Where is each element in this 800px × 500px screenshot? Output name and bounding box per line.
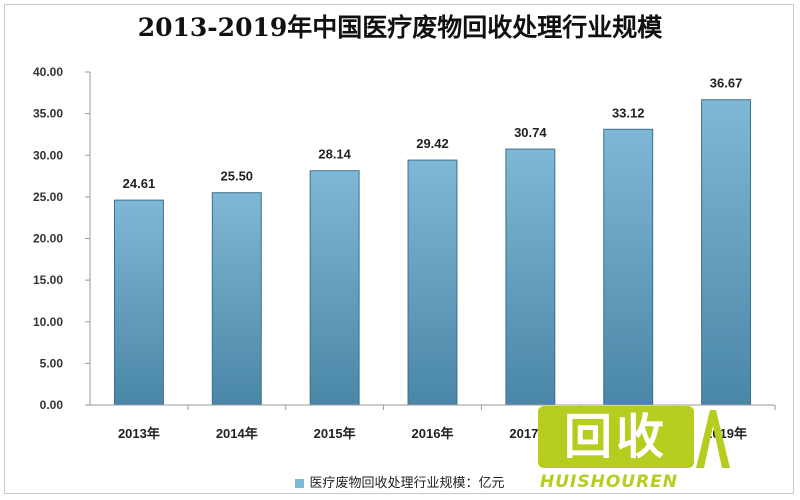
y-tick-label: 5.00 xyxy=(40,356,64,370)
data-label: 36.67 xyxy=(710,76,743,91)
y-tick-label: 40.00 xyxy=(33,65,63,79)
x-tick-label: 2016年 xyxy=(412,426,454,441)
bar xyxy=(701,99,752,406)
y-tick-label: 0.00 xyxy=(40,398,64,412)
bar xyxy=(505,148,556,406)
data-label: 30.74 xyxy=(514,125,547,140)
y-tick-label: 15.00 xyxy=(33,273,63,287)
y-tick-label: 20.00 xyxy=(33,232,63,246)
legend: 医疗废物回收处理行业规模：亿元 xyxy=(0,472,800,491)
y-axis: 0.00 5.00 10.00 15.00 20.00 25.00 30.00 35.00 40… xyxy=(33,65,91,412)
bar xyxy=(113,199,164,406)
data-label: 29.42 xyxy=(416,136,449,151)
data-label: 25.50 xyxy=(221,169,254,184)
watermark-main-text: 回收 xyxy=(563,409,668,465)
data-label: 33.12 xyxy=(612,105,645,120)
watermark-sub-text: HUISHOUREN xyxy=(540,472,679,492)
x-tick-label: 2014年 xyxy=(216,426,258,441)
x-tick-label: 2013年 xyxy=(118,426,160,441)
chart-title: 2013-2019年中国医疗废物回收处理行业规模 xyxy=(137,13,663,42)
watermark-badge xyxy=(538,406,694,468)
x-tick-label: 2015年 xyxy=(314,426,356,441)
legend-swatch xyxy=(295,479,305,488)
y-tick-label: 30.00 xyxy=(33,148,63,162)
watermark-logo: 回收 HUISHOUREN xyxy=(538,404,730,496)
leaf-icon xyxy=(696,410,730,468)
y-tick-label: 25.00 xyxy=(33,190,63,204)
bar xyxy=(407,159,458,406)
legend-label: 医疗废物回收处理行业规模：亿元 xyxy=(309,476,505,491)
data-label: 24.61 xyxy=(123,176,156,191)
data-label: 28.14 xyxy=(318,147,351,162)
bar xyxy=(211,192,262,406)
bar-chart: 0.00 5.00 10.00 15.00 20.00 25.00 30.00 35.00 40… xyxy=(33,65,776,441)
bar xyxy=(309,170,360,406)
y-tick-label: 10.00 xyxy=(33,315,63,329)
bars: 24.61 25.50 28.14 29.42 30.74 33.12 36.67 xyxy=(113,76,752,406)
bar xyxy=(603,128,654,406)
y-tick-label: 35.00 xyxy=(33,107,63,121)
